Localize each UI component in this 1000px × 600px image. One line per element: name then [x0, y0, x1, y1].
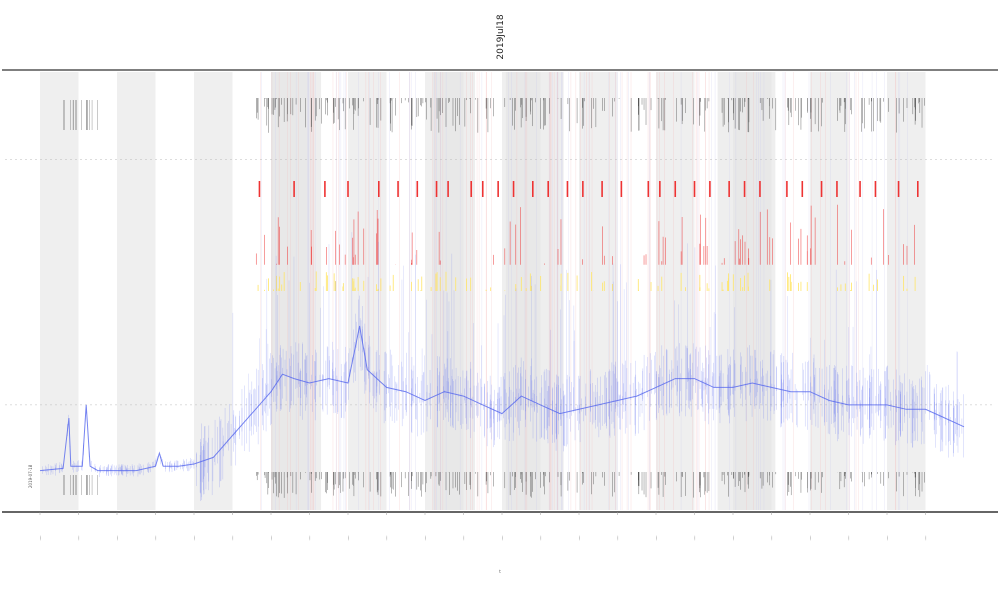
x-tick-label: ····	[154, 535, 159, 540]
red-marker	[293, 181, 295, 197]
red-marker	[582, 181, 584, 197]
red-marker	[512, 181, 515, 197]
shaded-band	[40, 72, 79, 510]
x-tick-label: ····	[308, 535, 313, 540]
red-marker	[497, 181, 499, 197]
red-marker	[859, 181, 861, 197]
red-marker	[566, 181, 569, 197]
x-tick-label: ····	[115, 535, 120, 540]
shaded-band	[579, 72, 618, 510]
red-marker	[693, 181, 696, 197]
red-marker	[547, 181, 549, 197]
red-marker	[897, 181, 900, 197]
x-tick-label: ····	[385, 535, 390, 540]
red-marker	[728, 181, 730, 197]
red-marker	[470, 181, 472, 197]
red-marker	[435, 181, 438, 197]
shaded-band	[887, 72, 926, 510]
x-tick-label: ····	[924, 535, 929, 540]
shaded-band	[810, 72, 849, 510]
y-axis-annotation: 2019-07-18	[28, 464, 33, 488]
red-marker	[759, 181, 761, 197]
x-tick-labels: ···· ···· ···· ···· ···· ···· ···· ···· ···· ····…	[38, 512, 929, 541]
x-tick-label: ····	[770, 535, 775, 540]
series-layer	[39, 232, 965, 502]
x-tick-label: ····	[808, 535, 813, 540]
x-tick-label: ····	[577, 535, 582, 540]
shaded-band-strong	[505, 72, 564, 510]
red-marker	[917, 181, 919, 197]
shaded-band	[194, 72, 233, 510]
x-tick-label: ····	[500, 535, 505, 540]
red-marker	[324, 181, 326, 197]
x-tick-label: ····	[77, 535, 82, 540]
series-line	[39, 325, 965, 472]
red-marker	[709, 181, 711, 197]
red-marker	[397, 181, 399, 197]
red-marker	[659, 181, 661, 197]
x-tick-label: ····	[693, 535, 698, 540]
red-marker	[416, 181, 419, 197]
red-marker	[347, 181, 349, 197]
reference-lines	[5, 159, 995, 406]
shaded-band-strong	[717, 72, 776, 510]
red-marker	[620, 181, 623, 197]
shaded-band-strong	[432, 72, 476, 510]
x-tick-label: ····	[192, 535, 197, 540]
x-axis-label: t	[499, 569, 501, 574]
x-tick-label: ····	[269, 535, 274, 540]
red-marker	[743, 181, 746, 197]
red-marker	[481, 181, 484, 197]
red-marker	[447, 181, 449, 197]
red-marker	[532, 181, 534, 197]
x-tick-label: ····	[885, 535, 890, 540]
x-tick-label: ····	[346, 535, 351, 540]
red-marker	[378, 181, 380, 197]
chart-title: 2019Jul18	[496, 14, 506, 59]
shaded-bands	[40, 72, 926, 510]
x-tick-label: ····	[38, 535, 43, 540]
x-tick-label: ····	[654, 535, 659, 540]
x-tick-label: ····	[731, 535, 736, 540]
red-marker	[601, 181, 603, 197]
x-tick-label: ····	[616, 535, 621, 540]
x-tick-label: ····	[539, 535, 544, 540]
red-marker	[836, 181, 838, 197]
x-tick-label: ····	[462, 535, 467, 540]
red-marker	[801, 181, 804, 197]
x-tick-label: ····	[423, 535, 428, 540]
event-lines	[260, 72, 908, 510]
red-marker	[820, 181, 823, 197]
shaded-band	[117, 72, 156, 510]
x-tick-label: ····	[847, 535, 852, 540]
x-tick-label: ····	[231, 535, 236, 540]
red-marker	[258, 181, 261, 197]
threshold-spikes	[63, 98, 925, 498]
red-marker	[786, 181, 788, 197]
shaded-band	[656, 72, 695, 510]
red-markers	[258, 181, 919, 197]
red-marker	[874, 181, 877, 197]
red-marker	[674, 181, 677, 197]
red-marker	[647, 181, 650, 197]
